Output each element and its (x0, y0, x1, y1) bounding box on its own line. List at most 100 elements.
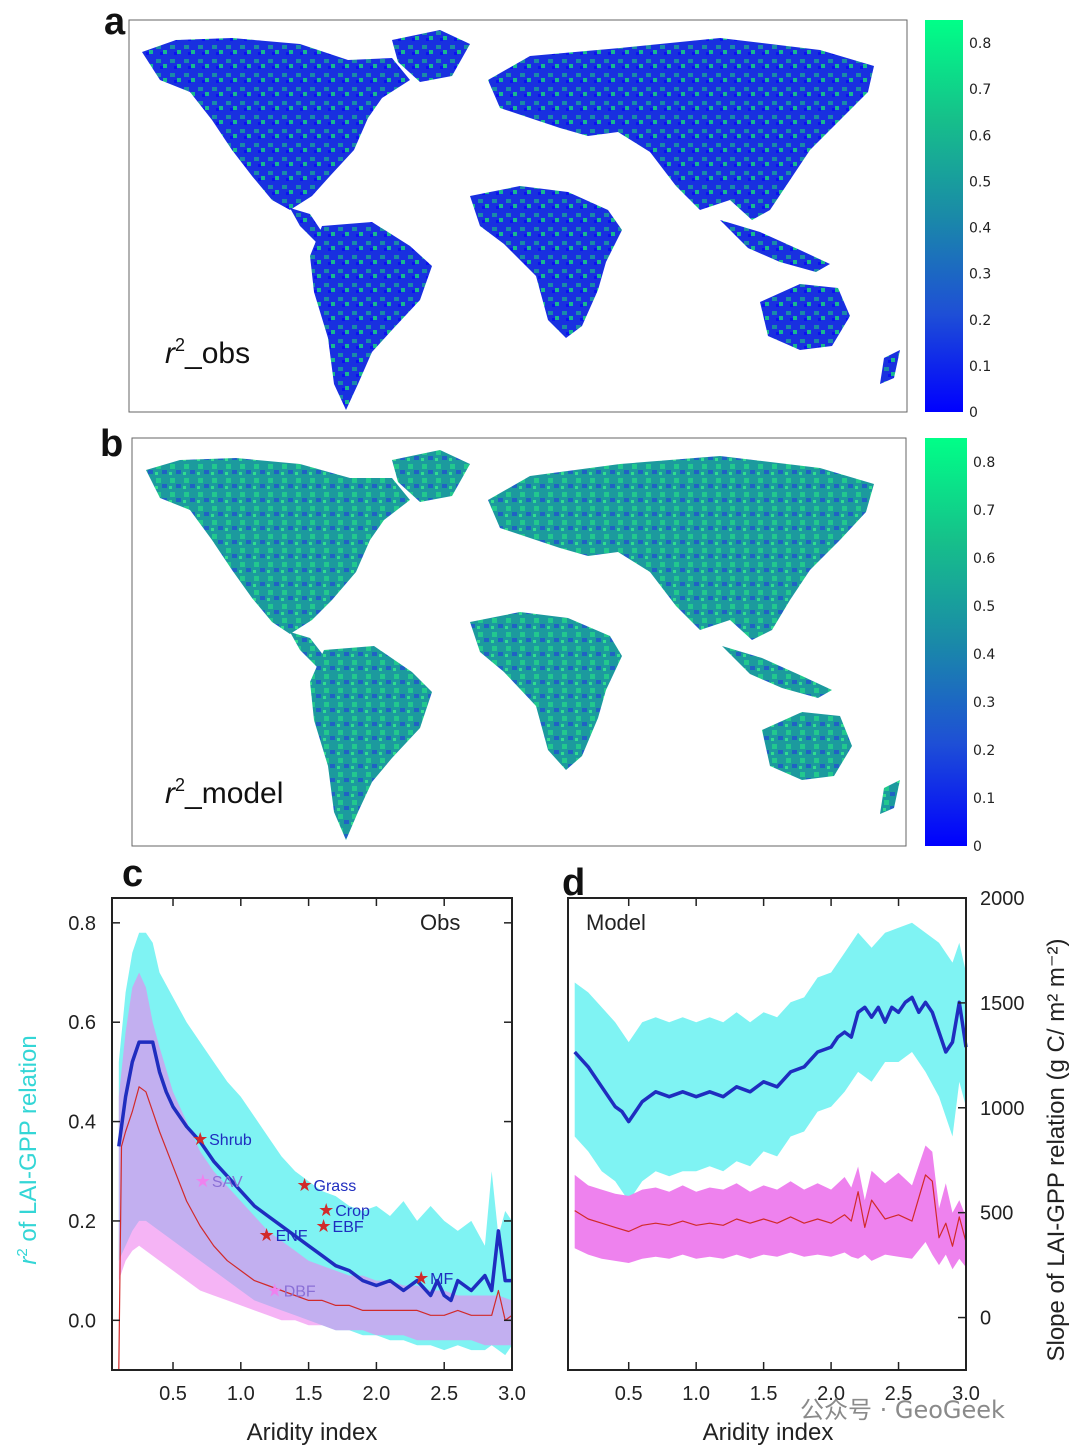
panel-c-slope-mean-line (118, 1086, 513, 1371)
panel-c-letter: c (122, 853, 143, 895)
panel-d-xtick-label-2: 1.5 (750, 1383, 778, 1405)
panel-c-xtick-label-3: 2.0 (363, 1383, 391, 1405)
colorbar-a-tick-4: 0.4 (969, 221, 991, 237)
panel-c-marker-star-2: ★ (296, 1175, 312, 1196)
colorbar-b-tick-8: 0.8 (973, 455, 995, 471)
panel-c-ytick-label-1: 0.2 (68, 1211, 96, 1233)
panel-c-marker-label-0: Shrub (209, 1132, 252, 1149)
colorbar-a-tick-0: 0 (969, 405, 978, 421)
panel-d-ytick-right-label-1: 500 (980, 1203, 1013, 1225)
map-a-label-suffix: _obs (184, 337, 250, 370)
colorbar-b (925, 438, 967, 846)
map-a-north-america (142, 38, 410, 210)
panel-b: b r2_model 0 0.1 0.2 0.3 0.4 0.5 0.6 0.7 0.8 (100, 423, 995, 855)
panel-c-marker-star-6: ★ (267, 1281, 283, 1302)
panel-d-frame (567, 897, 967, 1371)
panel-d-lines (573, 995, 968, 1247)
map-b-frame (131, 437, 907, 847)
map-b-nz (880, 780, 900, 814)
panel-c-marker-label-3: Crop (335, 1203, 370, 1220)
panel-d-xlabel: Aridity index (703, 1419, 834, 1446)
panel-d-corner-label: Model (586, 910, 646, 935)
panel-c-xtick-label-1: 1.0 (227, 1383, 255, 1405)
panel-d-xtick-label-1: 1.0 (682, 1383, 710, 1405)
colorbar-b-tick-0: 0 (973, 839, 982, 855)
panel-c-ytick-label-3: 0.6 (68, 1012, 96, 1034)
colorbar-b-tick-2: 0.2 (973, 743, 995, 759)
map-b-south-america (310, 646, 432, 840)
map-a-greenland (392, 30, 470, 82)
panel-c-marker-star-5: ★ (259, 1225, 275, 1246)
map-b-africa (470, 612, 622, 770)
panel-a-letter: a (104, 1, 126, 43)
map-a-frame (128, 19, 908, 413)
map-b-label-sup: 2 (175, 775, 185, 795)
colorbar-b-tick-7: 0.7 (973, 503, 995, 519)
panel-d-bands (574, 922, 966, 1270)
panel-c-marker-star-3: ★ (318, 1200, 334, 1221)
panel-d-ytick-right-label-4: 2000 (980, 888, 1025, 910)
map-a-africa (470, 186, 622, 338)
panel-d-r2-band (574, 922, 966, 1202)
panel-c-markers: ★ Shrub★ SAV ★ Grass★ Crop★ EBF★ ENF★ DBF★ MF (192, 1129, 453, 1302)
panel-c-ylabel-base: r (15, 1256, 42, 1265)
panel-c-marker-label-4: EBF (333, 1219, 364, 1236)
map-b-north-america (146, 458, 410, 634)
colorbar-b-ticks: 0 0.1 0.2 0.3 0.4 0.5 0.6 0.7 0.8 (973, 455, 995, 855)
panel-c-corner-label: Obs (420, 910, 460, 935)
panel-c-xtick-label-5: 3.0 (498, 1383, 526, 1405)
map-a-label-base: r (165, 337, 176, 370)
panel-b-letter: b (100, 423, 123, 465)
panel-d-ytick-right-label-2: 1000 (980, 1098, 1025, 1120)
colorbar-a (925, 20, 963, 412)
colorbar-b-tick-1: 0.1 (973, 791, 995, 807)
map-a-landmass (142, 30, 900, 410)
map-b-greenland (392, 450, 470, 502)
panel-c-lines (117, 1040, 513, 1371)
colorbar-a-tick-3: 0.3 (969, 267, 991, 283)
colorbar-a-ticks: 0 0.1 0.2 0.3 0.4 0.5 0.6 0.7 0.8 (969, 36, 991, 421)
panel-c-ytick-label-0: 0.0 (68, 1310, 96, 1332)
map-b-label: r2_model (165, 775, 283, 810)
map-a-label-sup: 2 (175, 335, 185, 355)
panel-c-marker-label-7: MF (430, 1271, 453, 1288)
panel-c-marker-label-2: Grass (314, 1178, 357, 1195)
panel-d-axes: 0.5 1.0 1.5 2.0 2.5 3.0 0 500 1000 1500 2000 (615, 888, 1025, 1405)
panel-d-slope-band (574, 1145, 966, 1270)
panel-c-ylabel: r2 of LAI-GPP relation (14, 1035, 42, 1264)
panel-c-marker-star-0: ★ (192, 1129, 208, 1150)
panel-a: a r2_obs 0 0.1 0.2 0.3 0.4 0.5 0.6 0.7 0.8 (104, 1, 991, 421)
map-a-south-america (310, 222, 432, 410)
panel-c-ylabel-rest: of LAI-GPP relation (15, 1035, 42, 1248)
colorbar-a-tick-5: 0.5 (969, 174, 991, 190)
panel-c-marker-star-7: ★ (413, 1268, 429, 1289)
map-b-eurasia (488, 456, 874, 640)
colorbar-b-tick-4: 0.4 (973, 647, 995, 663)
map-b-label-suffix: _model (184, 777, 283, 810)
colorbar-a-tick-6: 0.6 (969, 128, 991, 144)
panel-d-ylabel-right: Slope of LAI-GPP relation (g C/ m² m⁻²) (1043, 938, 1070, 1361)
map-b-landmass (146, 450, 900, 840)
colorbar-b-tick-5: 0.5 (973, 599, 995, 615)
map-a-nz (880, 350, 900, 384)
colorbar-a-tick-7: 0.7 (969, 82, 991, 98)
panel-c-marker-label-5: ENF (276, 1228, 308, 1245)
colorbar-a-tick-1: 0.1 (969, 359, 991, 375)
colorbar-a-tick-8: 0.8 (969, 36, 991, 52)
panel-c-xlabel: Aridity index (247, 1419, 378, 1446)
panel-c-marker-label-1: SAV (212, 1174, 243, 1191)
panel-c-xtick-label-4: 2.5 (430, 1383, 458, 1405)
panel-c-r2-mean-line (117, 1040, 512, 1303)
panel-d-letter: d (562, 862, 585, 904)
map-b-label-base: r (165, 777, 176, 810)
panel-c: c ★ Shrub★ SAV ★ Grass★ Crop★ EBF★ ENF★ DBF★ MF 0… (14, 853, 526, 1446)
map-b-se-asia (722, 646, 832, 698)
watermark-text: 公众号 · GeoGeek (800, 1396, 1005, 1424)
panel-d-xtick-label-4: 2.5 (885, 1383, 913, 1405)
panel-c-marker-star-1: ★ (195, 1171, 211, 1192)
panel-c-frame (111, 897, 513, 1371)
map-b-australia (762, 712, 852, 780)
map-a-eurasia (488, 38, 874, 220)
panel-d-xtick-label-0: 0.5 (615, 1383, 643, 1405)
